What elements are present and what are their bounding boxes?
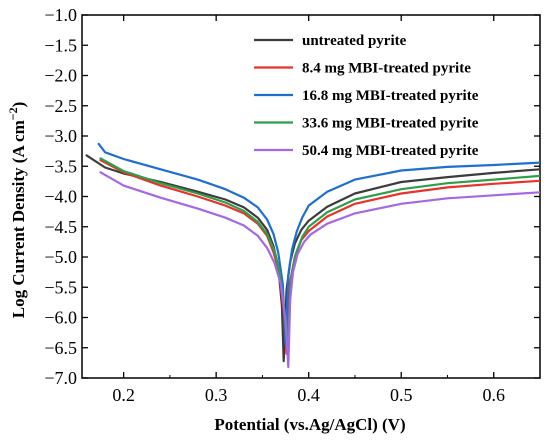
y-tick-label: −5.5 bbox=[44, 277, 77, 297]
y-tick-label: −6.0 bbox=[44, 308, 77, 328]
y-axis-title-close: ) bbox=[9, 102, 28, 108]
x-tick-label: 0.5 bbox=[390, 385, 413, 405]
y-tick-label: −1.5 bbox=[44, 35, 77, 55]
x-tick-label: 0.2 bbox=[112, 385, 135, 405]
legend-label-5: 50.4 mg MBI-treated pyrite bbox=[302, 143, 479, 159]
series-line-2 bbox=[99, 159, 540, 355]
y-tick-label: −4.0 bbox=[44, 187, 77, 207]
x-tick-label: 0.3 bbox=[205, 385, 228, 405]
legend-label-3: 16.8 mg MBI-treated pyrite bbox=[302, 88, 479, 104]
y-axis-title-main: Log Current Density (A cm bbox=[9, 120, 28, 318]
data-curves bbox=[85, 142, 540, 369]
y-tick-label: −3.0 bbox=[44, 126, 77, 146]
y-tick-label: −3.5 bbox=[44, 156, 77, 176]
y-tick-label: −2.0 bbox=[44, 66, 77, 86]
x-axis-ticks: 0.2 0.3 0.4 0.5 0.6 bbox=[112, 15, 541, 405]
legend-label-4: 33.6 mg MBI-treated pyrite bbox=[302, 116, 479, 132]
y-tick-label: −6.5 bbox=[44, 338, 77, 358]
y-tick-label: −5.0 bbox=[44, 247, 77, 267]
x-tick-label: 0.6 bbox=[482, 385, 505, 405]
y-axis-title: Log Current Density (A cm−2) bbox=[6, 102, 28, 319]
y-tick-label: −7.0 bbox=[44, 368, 77, 388]
series-line-1 bbox=[85, 154, 540, 363]
x-tick-label: 0.4 bbox=[297, 385, 320, 405]
y-axis-ticks: −1.0 −1.5 −2.0 −2.5 −3.0 −3.5 −4.0 −4.5 −5.0 −5.5… bbox=[44, 5, 540, 388]
y-tick-label: −2.5 bbox=[44, 96, 77, 116]
y-tick-label: −4.5 bbox=[44, 217, 77, 237]
x-axis-title: Potential (vs.Ag/AgCl) (V) bbox=[214, 415, 405, 434]
y-axis-title-superscript: −2 bbox=[6, 107, 20, 120]
legend: untreated pyrite 8.4 mg MBI-treated pyrit… bbox=[254, 33, 479, 159]
legend-label-1: untreated pyrite bbox=[302, 33, 407, 49]
legend-label-2: 8.4 mg MBI-treated pyrite bbox=[302, 61, 471, 77]
series-line-5 bbox=[99, 171, 540, 369]
y-tick-label: −1.0 bbox=[44, 5, 77, 25]
